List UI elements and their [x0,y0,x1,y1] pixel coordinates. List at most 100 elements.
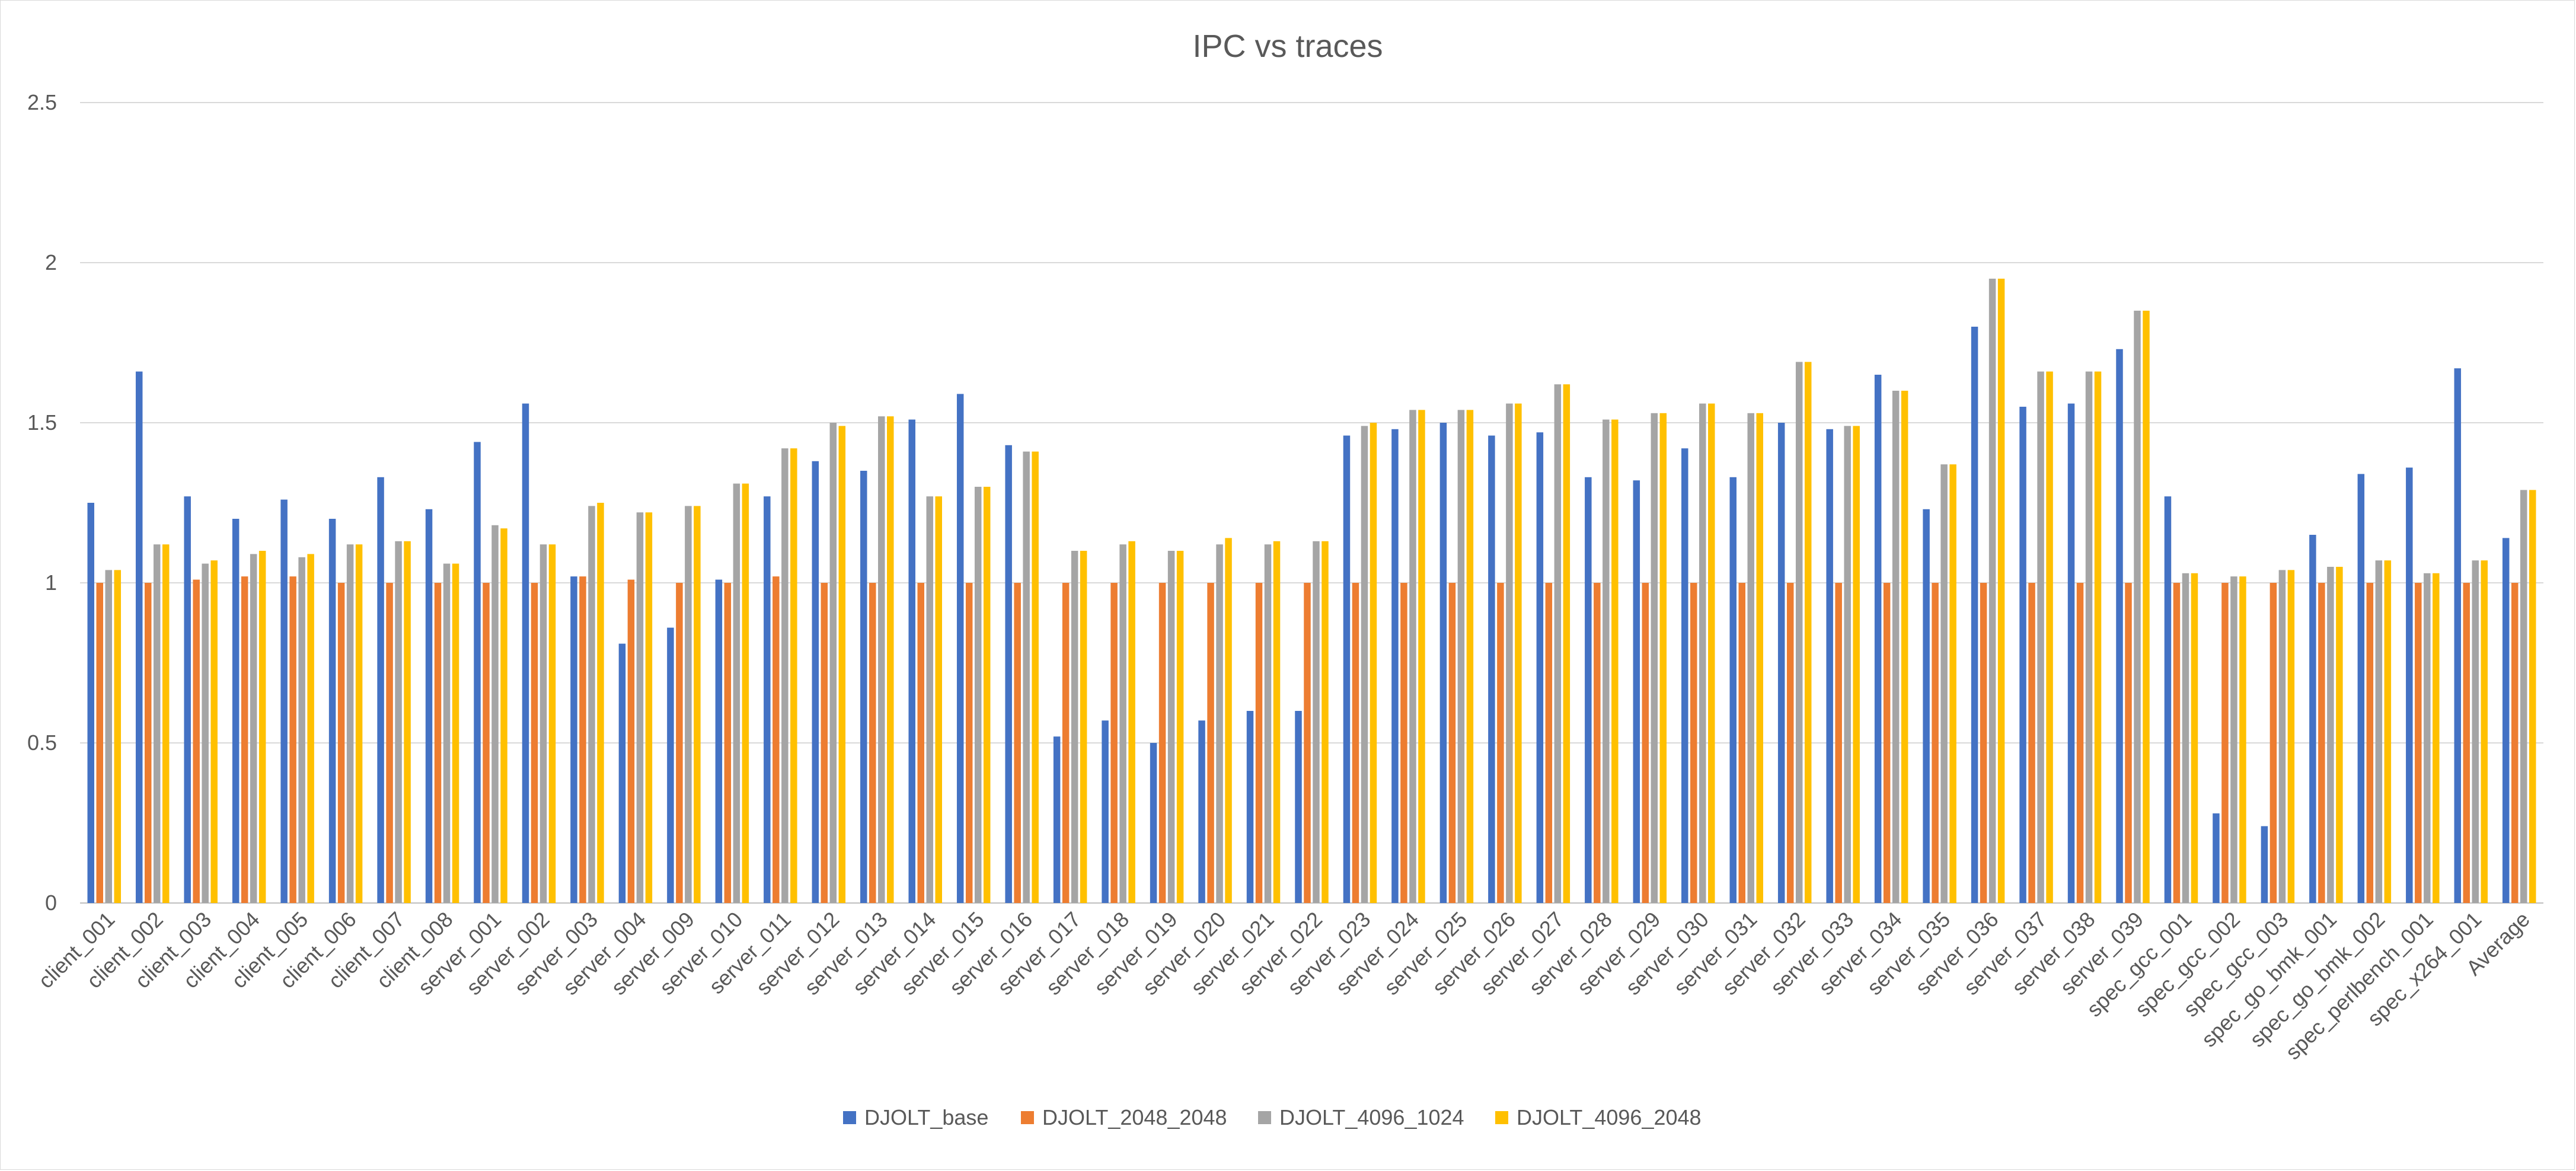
bar-djolt-2048-2048 [2221,583,2229,903]
bar-djolt-2048-2048 [1738,583,1745,903]
bar-djolt-base [2502,538,2510,903]
bar-djolt-2048-2048 [1883,583,1891,903]
bar-djolt-base [812,461,819,903]
bar-djolt-4096-1024 [1071,551,1078,903]
bar-djolt-base [328,519,336,903]
bar-djolt-2048-2048 [2173,583,2181,903]
bar-djolt-2048-2048 [2076,583,2084,903]
bar-djolt-base [570,576,577,903]
bar-djolt-4096-1024 [2472,560,2479,903]
bar-djolt-4096-2048 [1176,551,1184,903]
bar-djolt-2048-2048 [1207,583,1214,903]
bar-djolt-4096-2048 [1804,362,1812,903]
bar-djolt-base [2309,535,2316,903]
bar-djolt-4096-1024 [2278,570,2286,903]
bar-djolt-2048-2048 [1110,583,1118,903]
bar-djolt-4096-2048 [1418,410,1425,903]
bar-djolt-4096-1024 [1409,410,1416,903]
bar-djolt-4096-1024 [1988,279,1996,903]
bar-djolt-4096-2048 [2094,371,2102,903]
bar-djolt-base [715,579,723,903]
bar-djolt-4096-1024 [1119,544,1126,903]
bar-djolt-base [1874,375,1882,903]
bar-djolt-2048-2048 [434,583,442,903]
bar-djolt-4096-1024 [298,557,305,903]
bar-djolt-2048-2048 [1835,583,1842,903]
bar-djolt-4096-1024 [1603,419,1610,903]
bar-djolt-4096-2048 [1080,551,1087,903]
bar-djolt-2048-2048 [869,583,876,903]
bar-djolt-4096-1024 [1651,413,1658,903]
bar-djolt-4096-2048 [1659,413,1667,903]
bar-djolt-4096-1024 [1506,403,1513,903]
bar-djolt-base [232,519,240,903]
bar-djolt-base [764,496,771,903]
bar-djolt-base [474,442,481,903]
bar-djolt-base [2116,349,2123,903]
bar-djolt-base [1826,429,1833,903]
bar-djolt-4096-2048 [307,554,314,903]
bar-djolt-4096-1024 [540,544,547,903]
bar-djolt-4096-1024 [1554,384,1562,903]
bar-djolt-4096-1024 [2327,567,2334,903]
legend-label: DJOLT_base [864,1105,988,1129]
grid-layer [80,102,2543,904]
bar-djolt-2048-2048 [821,583,828,903]
bar-djolt-base [1150,743,1157,903]
bar-djolt-2048-2048 [2463,583,2470,903]
bar-djolt-2048-2048 [2415,583,2422,903]
bar-djolt-base [377,477,384,903]
bar-djolt-4096-2048 [1032,451,1039,903]
bar-djolt-base [908,419,915,903]
bar-djolt-4096-1024 [491,525,499,903]
bar-djolt-base [1439,423,1447,903]
bar-djolt-base [1246,711,1254,903]
bar-djolt-2048-2048 [337,583,345,903]
bar-djolt-4096-1024 [1892,391,1900,903]
y-tick-label: 1.5 [27,410,57,435]
bar-djolt-base [2067,403,2075,903]
bar-djolt-base [425,509,433,903]
bar-djolt-2048-2048 [1690,583,1697,903]
bar-djolt-4096-2048 [1756,413,1763,903]
bar-djolt-2048-2048 [1448,583,1456,903]
bar-djolt-base [1777,423,1785,903]
bar-djolt-base [1681,448,1688,903]
bar-djolt-base [1585,477,1592,903]
bar-djolt-2048-2048 [1014,583,1021,903]
bar-djolt-2048-2048 [483,583,490,903]
bar-djolt-4096-1024 [1361,426,1368,903]
bar-djolt-base [2213,813,2220,903]
bar-djolt-4096-2048 [1997,279,2005,903]
y-axis-ticks: 0 0.5 1 1.5 2 2.5 [27,90,57,915]
bar-djolt-base [1633,480,1640,903]
bar-djolt-base [280,499,288,903]
bar-djolt-4096-2048 [742,483,749,903]
bar-djolt-2048-2048 [724,583,732,903]
bar-djolt-4096-2048 [210,560,218,903]
bar-djolt-4096-2048 [1466,410,1474,903]
bar-djolt-4096-1024 [395,541,402,903]
bar-djolt-4096-1024 [974,487,982,903]
bar-djolt-4096-1024 [1844,426,1851,903]
bar-djolt-base [1536,432,1544,903]
bar-djolt-base [1295,711,1302,903]
bar-djolt-4096-1024 [1940,464,1948,903]
bar-djolt-2048-2048 [1158,583,1166,903]
bar-djolt-4096-1024 [2520,490,2527,903]
bar-djolt-2048-2048 [2318,583,2325,903]
bar-djolt-4096-2048 [1225,538,1232,903]
bar-djolt-4096-1024 [202,563,209,903]
bar-djolt-4096-1024 [1216,544,1223,903]
bar-djolt-4096-1024 [878,416,885,903]
bar-djolt-4096-2048 [1370,423,1377,903]
bar-djolt-4096-1024 [636,512,644,903]
bar-djolt-4096-1024 [588,506,595,903]
bar-djolt-base [1923,509,1930,903]
bar-djolt-2048-2048 [1594,583,1601,903]
bar-djolt-2048-2048 [1352,583,1359,903]
bar-djolt-2048-2048 [627,579,635,903]
bar-djolt-2048-2048 [1545,583,1553,903]
bar-djolt-4096-2048 [2529,490,2536,903]
bar-djolt-base [184,496,191,903]
